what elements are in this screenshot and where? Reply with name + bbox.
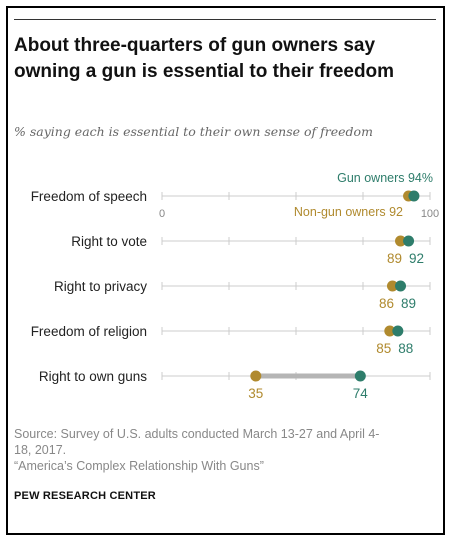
gun-owners-dot bbox=[354, 370, 366, 382]
category-label: Right to own guns bbox=[39, 369, 147, 384]
non-gun-owners-legend: Non-gun owners 92 bbox=[294, 205, 403, 219]
chart-frame bbox=[6, 6, 445, 535]
source-note: Source: Survey of U.S. adults conducted … bbox=[14, 426, 434, 474]
organization-credit: PEW RESEARCH CENTER bbox=[14, 490, 156, 502]
source-line-2: 18, 2017. bbox=[14, 443, 67, 457]
gun-owners-value: 89 bbox=[401, 296, 416, 311]
chart-subtitle: % saying each is essential to their own … bbox=[14, 124, 373, 139]
source-line-1: Source: Survey of U.S. adults conducted … bbox=[14, 427, 380, 441]
gun-owners-value: 88 bbox=[398, 341, 413, 356]
non-gun-owners-dot bbox=[384, 325, 396, 337]
non-gun-owners-value: 35 bbox=[248, 386, 263, 401]
x-tick-label: 0 bbox=[159, 208, 165, 220]
chart-title: About three-quarters of gun owners say o… bbox=[14, 35, 395, 82]
x-tick-label: 100 bbox=[421, 208, 439, 220]
gun-owners-value: 92 bbox=[409, 251, 424, 266]
gun-owners-value: 74 bbox=[353, 386, 369, 401]
category-label: Freedom of speech bbox=[31, 189, 147, 204]
category-label: Right to privacy bbox=[54, 279, 147, 294]
top-rule bbox=[14, 19, 436, 20]
non-gun-owners-dot bbox=[250, 370, 262, 382]
gun-owners-legend: Gun owners 94% bbox=[337, 171, 433, 185]
gun-owners-dot bbox=[403, 235, 415, 247]
non-gun-owners-value: 85 bbox=[376, 341, 391, 356]
non-gun-owners-value: 86 bbox=[379, 296, 394, 311]
category-label: Freedom of religion bbox=[31, 324, 147, 339]
non-gun-owners-dot bbox=[395, 235, 407, 247]
gun-owners-dot bbox=[395, 280, 407, 292]
non-gun-owners-dot bbox=[386, 280, 398, 292]
source-line-3: “America’s Complex Relationship With Gun… bbox=[14, 459, 264, 473]
gun-owners-dot bbox=[392, 325, 404, 337]
non-gun-owners-value: 89 bbox=[387, 251, 402, 266]
gun-owners-dot bbox=[408, 190, 420, 202]
category-label: Right to vote bbox=[71, 234, 147, 249]
